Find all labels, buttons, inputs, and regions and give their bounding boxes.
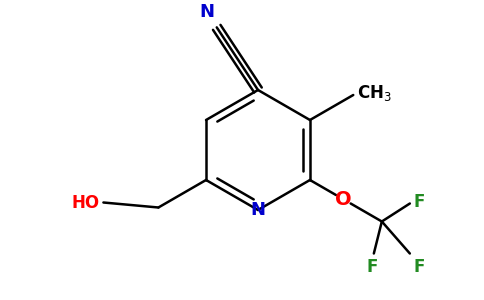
Text: CH$_3$: CH$_3$ <box>357 83 392 103</box>
Text: N: N <box>251 201 266 219</box>
Text: F: F <box>366 257 378 275</box>
Text: HO: HO <box>71 194 99 211</box>
Text: F: F <box>414 193 425 211</box>
Text: F: F <box>414 257 425 275</box>
Text: O: O <box>334 190 351 208</box>
Text: N: N <box>199 3 214 21</box>
